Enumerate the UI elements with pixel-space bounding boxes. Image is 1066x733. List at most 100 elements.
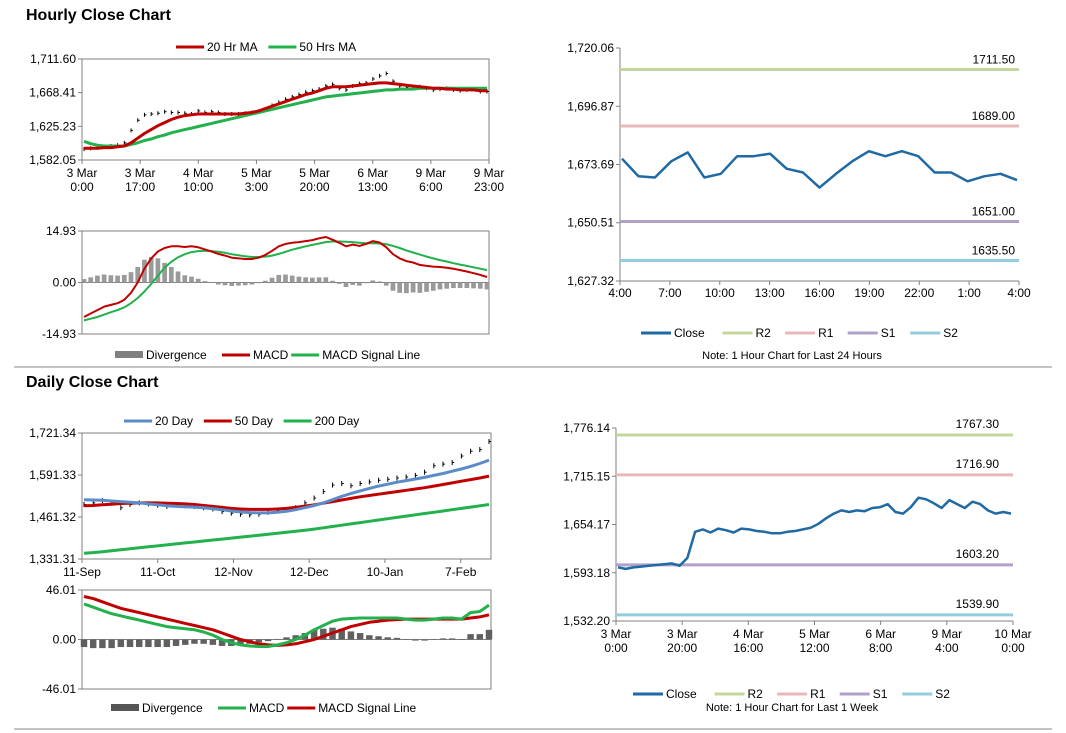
daily-levels-x-label: 16:00: [733, 641, 763, 655]
hourly-divergence-bar: [269, 277, 275, 283]
daily-price-legend-label: 50 Day: [235, 414, 273, 428]
daily-divergence-bar: [448, 638, 456, 640]
hourly-levels-x-label: 13:00: [755, 286, 785, 300]
daily-levels-x-label: 10 Mar: [994, 627, 1031, 641]
daily-divergence-bar: [172, 639, 180, 646]
daily-price-x-label: 12-Nov: [214, 565, 253, 579]
hourly-divergence-bar: [390, 282, 396, 291]
hourly-section-title: Hourly Close Chart: [26, 7, 171, 24]
daily-divergence-bar: [292, 635, 299, 640]
hourly-price-x-label: 23:00: [474, 180, 504, 194]
daily-divergence-bar: [458, 639, 465, 640]
daily-levels-x-label: 3 Mar: [667, 627, 698, 641]
daily-price-x-label: 10-Jan: [367, 565, 404, 579]
hourly-divergence-bar: [175, 271, 181, 283]
hourly-divergence-bar: [363, 282, 369, 284]
daily-divergence-bar: [117, 639, 125, 648]
hourly-price-frame: [81, 58, 490, 161]
hourly-levels-y-label: 1,696.87: [567, 99, 614, 113]
hourly-divergence-bar: [424, 282, 429, 292]
daily-divergence-bar: [182, 639, 189, 645]
daily-price-x-label: 11-Oct: [140, 565, 176, 579]
hourly-levels-note: Note: 1 Hour Chart for Last 24 Hours: [702, 350, 882, 362]
hourly-levels-legend-label: R1: [818, 326, 834, 340]
hourly-price-x-label: 13:00: [358, 180, 388, 194]
hourly-price-x-label: 9 Mar: [416, 166, 447, 180]
hourly-divergence-bar: [404, 282, 409, 294]
daily-divergence-bar: [89, 639, 97, 649]
hourly-divergence-bar: [377, 281, 382, 283]
hourly-divergence-bar: [115, 275, 120, 283]
daily-ma200-line: [83, 503, 490, 555]
hourly-divergence-bar: [121, 274, 127, 283]
hourly-divergence-bar: [182, 275, 188, 283]
hourly-divergence-bar: [222, 282, 228, 286]
hourly-divergence-bar: [471, 282, 476, 289]
hourly-divergence-bar: [336, 282, 342, 284]
daily-levels-y-label: 1,532.20: [563, 614, 610, 628]
hourly-divergence-bar: [262, 280, 268, 283]
hourly-macd-legend-label: MACD: [253, 348, 289, 362]
hourly-divergence-bar: [410, 282, 416, 293]
daily-price-y-label: 1,461.32: [29, 510, 76, 524]
daily-divergence-bar: [264, 639, 272, 642]
daily-divergence-bar: [430, 639, 437, 640]
hourly-levels-legend-label: Close: [674, 326, 705, 340]
hourly-divergence-bar: [283, 274, 288, 283]
hourly-levels-x-label: 4:00: [1007, 286, 1031, 300]
daily-price-legend-label: 20 Day: [155, 414, 193, 428]
hourly-signal-line: [83, 240, 488, 322]
hourly-price-x-label: 10:00: [183, 180, 213, 194]
daily-divergence-bar: [476, 634, 484, 640]
hourly-divergence-bar: [128, 272, 134, 283]
hourly-divergence-bar: [417, 282, 423, 293]
daily-divergence-bar: [338, 628, 345, 640]
hourly-ma50-line: [83, 86, 487, 148]
daily-levels-y-label: 1,654.17: [563, 518, 610, 532]
daily-divergence-bar: [402, 639, 410, 640]
daily-divergence-bar: [393, 637, 401, 640]
hourly-divergence-bar: [142, 259, 147, 283]
hourly-macd-line: [83, 236, 488, 318]
hourly-divergence-bar: [242, 282, 248, 286]
daily-levels-x-label: 9 Mar: [931, 627, 962, 641]
daily-divergence-bar: [485, 629, 493, 640]
daily-levels-legend-label: S1: [873, 687, 888, 701]
daily-divergence-bar: [80, 639, 88, 648]
hourly-divergence-bar: [168, 266, 174, 283]
daily-levels-note: Note: 1 Hour Chart for Last 1 Week: [706, 702, 879, 714]
hourly-levels-x-label: 7:00: [658, 286, 682, 300]
hourly-levels-x-label: 19:00: [854, 286, 884, 300]
daily-levels-x-label: 8:00: [869, 641, 893, 655]
hourly-divergence-bar: [457, 282, 463, 289]
hourly-levels-x-label: 1:00: [957, 286, 981, 300]
hourly-levels-x-label: 4:00: [608, 286, 632, 300]
hourly-divergence-bar: [437, 282, 443, 290]
hourly-divergence-bar: [397, 282, 403, 293]
daily-levels-x-label: 20:00: [667, 641, 697, 655]
daily-levels-y-label: 1,776.14: [563, 421, 610, 435]
daily-price-x-label: 11-Sep: [63, 565, 101, 579]
daily-divergence-bar: [154, 639, 161, 648]
hourly-divergence-bar: [451, 282, 456, 289]
hourly-price-y-label: 1,711.60: [30, 52, 76, 66]
hourly-levels-y-label: 1,673.69: [567, 158, 614, 172]
hourly-price-x-label: 4 Mar: [183, 166, 214, 180]
daily-levels-x-label: 4:00: [935, 641, 959, 655]
hourly-levels-legend-label: S1: [881, 326, 896, 340]
daily-price-y-label: 1,721.34: [29, 426, 76, 440]
daily-macd-y-label: 0.00: [53, 633, 77, 647]
hourly-price-x-label: 17:00: [125, 180, 155, 194]
daily-level-r1-label: 1716.90: [956, 457, 1000, 471]
hourly-price-x-label: 3:00: [245, 180, 269, 194]
hourly-divergence-bar: [256, 282, 261, 284]
hourly-divergence-bar: [477, 282, 483, 289]
daily-macd-legend-label: MACD Signal Line: [318, 701, 416, 715]
hourly-price-legend-label: 50 Hrs MA: [299, 40, 356, 54]
hourly-macd-y-label: 0.00: [53, 276, 77, 290]
daily-levels-x-label: 3 Mar: [601, 627, 632, 641]
hourly-price-x-label: 3 Mar: [67, 166, 98, 180]
daily-divergence-bar: [200, 639, 207, 644]
hourly-level-r1-label: 1689.00: [972, 109, 1016, 123]
hourly-divergence-bar: [316, 277, 322, 283]
